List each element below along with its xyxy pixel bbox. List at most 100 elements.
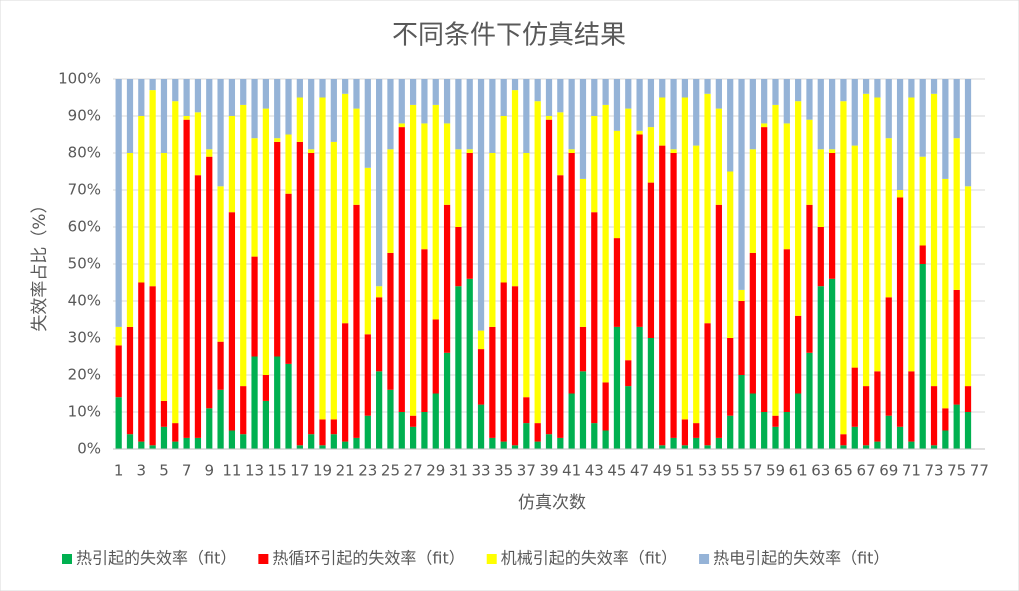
bar-segment bbox=[194, 175, 202, 438]
bar-segment bbox=[738, 79, 745, 290]
bar-segment bbox=[523, 423, 530, 449]
bar-segment bbox=[342, 79, 349, 94]
bar-segment bbox=[466, 149, 473, 153]
bar-segment bbox=[613, 326, 621, 449]
bar-segment bbox=[342, 93, 349, 324]
bar-segment bbox=[353, 204, 360, 438]
x-tick-label: 23 bbox=[358, 462, 377, 480]
bar-segment bbox=[557, 437, 564, 449]
bar-segment bbox=[625, 386, 632, 449]
x-tick-label: 61 bbox=[789, 462, 808, 480]
bar-segment bbox=[330, 434, 337, 449]
bar-segment bbox=[342, 323, 349, 442]
bar-segment bbox=[534, 101, 541, 424]
bar-segment bbox=[398, 79, 405, 124]
bar-segment bbox=[251, 79, 258, 139]
bar-segment bbox=[296, 141, 303, 446]
bar-segment bbox=[908, 97, 915, 372]
bar-segment bbox=[670, 437, 677, 449]
bar-segment bbox=[421, 123, 428, 250]
x-tick-label: 73 bbox=[924, 462, 943, 480]
bar-segment bbox=[930, 79, 938, 94]
bar-segment bbox=[862, 386, 870, 446]
bar-segment bbox=[647, 127, 655, 183]
bar-segment bbox=[432, 319, 439, 394]
bar-segment bbox=[376, 371, 383, 449]
bar-segment bbox=[183, 119, 190, 438]
bar-segment bbox=[138, 116, 145, 283]
bar-segment bbox=[500, 441, 507, 449]
bar-segment bbox=[930, 386, 938, 446]
bar-segment bbox=[262, 108, 269, 375]
bar-segment bbox=[432, 104, 439, 320]
bar-segment bbox=[613, 238, 621, 327]
bar-segment bbox=[500, 116, 507, 283]
bar-segment bbox=[308, 153, 315, 435]
bar-segment bbox=[602, 430, 609, 449]
bar-segment bbox=[251, 256, 258, 357]
x-tick-label: 65 bbox=[834, 462, 853, 480]
bar-segment bbox=[534, 423, 541, 442]
bar-segment bbox=[693, 437, 700, 449]
x-tick-label: 9 bbox=[204, 462, 214, 480]
bar-segment bbox=[874, 97, 881, 372]
bar-segment bbox=[749, 393, 756, 449]
bar-segment bbox=[194, 79, 202, 113]
bar-segment bbox=[738, 301, 745, 375]
bar-segment bbox=[613, 130, 621, 239]
bar-segment bbox=[851, 145, 858, 368]
bar-segment bbox=[896, 197, 904, 427]
bar-segment bbox=[138, 79, 145, 116]
y-tick-label: 40% bbox=[68, 292, 101, 310]
bar-segment bbox=[761, 412, 768, 449]
bar-segment bbox=[489, 326, 496, 438]
x-tick-label: 35 bbox=[494, 462, 513, 480]
bar-segment bbox=[115, 79, 122, 327]
bar-segment bbox=[602, 79, 609, 105]
bar-segment bbox=[636, 130, 643, 135]
bar-segment bbox=[953, 289, 960, 405]
bar-segment bbox=[840, 79, 847, 102]
x-tick-label: 69 bbox=[879, 462, 898, 480]
bar-segment bbox=[851, 426, 858, 449]
bar-segment bbox=[647, 338, 655, 449]
bar-segment bbox=[579, 178, 587, 327]
bar-segment bbox=[285, 134, 292, 194]
bar-segment bbox=[704, 79, 711, 94]
bar-segment bbox=[330, 79, 337, 142]
bar-segment bbox=[874, 441, 881, 449]
bar-segment bbox=[942, 79, 949, 179]
bar-segment bbox=[953, 138, 960, 290]
bar-segment bbox=[421, 412, 428, 449]
y-tick-label: 90% bbox=[68, 107, 101, 125]
x-tick-label: 33 bbox=[472, 462, 491, 480]
bar-segment bbox=[670, 79, 677, 150]
bar-segment bbox=[545, 434, 553, 449]
bar-segment bbox=[534, 79, 541, 102]
bar-segment bbox=[772, 79, 779, 105]
bar-segment bbox=[727, 338, 734, 416]
bar-segment bbox=[681, 79, 689, 98]
bar-segment bbox=[885, 138, 892, 298]
bar-segment bbox=[545, 119, 553, 435]
bar-segment bbox=[647, 182, 655, 338]
bar-segment bbox=[704, 445, 711, 449]
bar-segment bbox=[477, 349, 485, 405]
bar-segment bbox=[953, 79, 960, 139]
x-tick-label: 75 bbox=[947, 462, 966, 480]
bar-segment bbox=[364, 334, 371, 416]
bar-segment bbox=[851, 79, 858, 146]
bar-segment bbox=[240, 79, 247, 105]
bar-segment bbox=[421, 249, 428, 412]
bar-segment bbox=[919, 156, 926, 246]
bar-segment bbox=[727, 415, 734, 449]
bar-segment bbox=[489, 153, 496, 327]
bar-segment bbox=[862, 93, 870, 387]
bar-segment bbox=[715, 108, 722, 205]
bar-segment bbox=[398, 412, 405, 449]
bar-segment bbox=[817, 227, 824, 287]
bar-segment bbox=[443, 204, 451, 353]
x-tick-label: 45 bbox=[607, 462, 626, 480]
bar-segment bbox=[545, 116, 553, 120]
